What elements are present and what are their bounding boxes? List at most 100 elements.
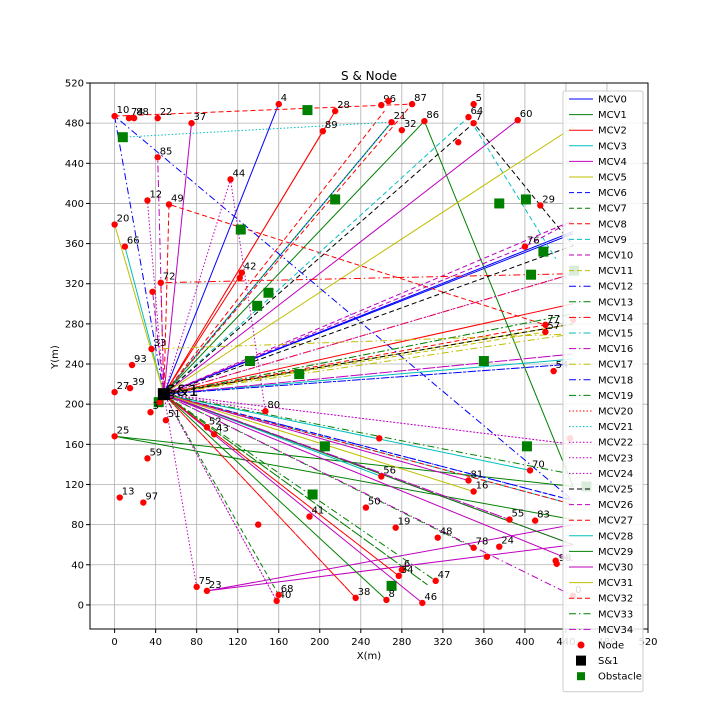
- legend-label-mcv31: MCV31: [598, 578, 633, 589]
- node-label: 66: [127, 236, 140, 247]
- series-line-mcv3: [124, 246, 574, 477]
- node-point: [125, 114, 133, 122]
- node-point: [193, 583, 200, 591]
- legend-label-mcv21: MCV21: [598, 422, 633, 433]
- node-label: 34: [401, 565, 414, 576]
- node-label: 42: [244, 262, 257, 273]
- legend-label-mcv19: MCV19: [598, 391, 633, 402]
- node-point: [550, 367, 557, 375]
- node-point: [111, 112, 118, 120]
- series-line-mcv12: [113, 114, 574, 501]
- node-point: [421, 117, 428, 125]
- node-label: 37: [194, 112, 207, 123]
- node-label: 64: [470, 106, 483, 117]
- x-tick-label: 280: [392, 637, 411, 648]
- node-point: [470, 119, 477, 127]
- node-point: [128, 361, 136, 369]
- node-label: 77: [547, 314, 560, 325]
- obstacle-marker: [252, 300, 263, 311]
- node-label: 47: [438, 570, 451, 581]
- nodes: 0345678101213161920212223242527282932333…: [111, 93, 581, 607]
- obstacle-marker: [526, 269, 537, 280]
- y-tick-label: 400: [65, 199, 84, 210]
- node-label: 38: [358, 587, 371, 598]
- node-label: 40: [279, 590, 292, 601]
- legend-label-mcv7: MCV7: [598, 204, 627, 215]
- node-label: 48: [440, 527, 453, 538]
- series-line-mcv23: [146, 200, 278, 602]
- node-label: 4: [281, 93, 287, 104]
- x-tick-label: 160: [269, 637, 288, 648]
- node-point: [111, 221, 118, 228]
- node-label: 29: [542, 194, 555, 205]
- x-tick-label: 360: [474, 637, 493, 648]
- y-tick-label: 200: [65, 400, 84, 411]
- node-point: [203, 424, 211, 431]
- node-point: [537, 202, 544, 209]
- obstacle-marker: [330, 194, 341, 205]
- y-tick-label: 40: [71, 560, 84, 571]
- node-point: [392, 524, 399, 531]
- series-line-mcv7: [163, 121, 392, 596]
- series-line-mcv32: [163, 393, 400, 577]
- legend-label-mcv6: MCV6: [598, 188, 627, 199]
- legend-box: [562, 90, 644, 693]
- node-label: 7: [476, 112, 482, 123]
- legend-label-mcv26: MCV26: [598, 500, 633, 511]
- node-point: [496, 543, 503, 550]
- legend-label-mcv2: MCV2: [598, 126, 627, 137]
- node-label: 55: [512, 509, 525, 520]
- node-label: 23: [209, 580, 222, 591]
- series-line-mcv29: [163, 393, 574, 601]
- node-point: [542, 321, 549, 329]
- node-point: [227, 176, 234, 183]
- y-tick-label: 240: [65, 360, 84, 371]
- node-point: [362, 504, 370, 511]
- legend-label-mcv18: MCV18: [598, 375, 633, 386]
- node-label: 49: [171, 193, 184, 204]
- node-label: 33: [154, 338, 167, 349]
- node-label: 10: [117, 105, 130, 116]
- node-point: [434, 534, 441, 541]
- legend-label-mcv4: MCV4: [598, 157, 627, 168]
- node-label: 13: [122, 487, 135, 498]
- obstacle-marker: [117, 132, 128, 143]
- x-tick-label: 40: [149, 637, 162, 648]
- series-line-mcv11: [114, 224, 546, 395]
- series-line-mcv4: [163, 119, 574, 592]
- x-tick-label: 400: [515, 637, 534, 648]
- y-tick-label: 0: [78, 600, 84, 611]
- legend-label-mcv1: MCV1: [598, 110, 627, 121]
- node-label: 16: [476, 480, 489, 491]
- node-point: [116, 494, 123, 501]
- x-tick-label: 520: [638, 637, 657, 648]
- node-label: 68: [281, 584, 294, 595]
- node-label: 54: [556, 360, 569, 371]
- legend-label-mcv16: MCV16: [598, 344, 633, 355]
- node-point: [470, 544, 477, 551]
- node-point: [483, 553, 491, 560]
- node-label: 3: [153, 401, 159, 412]
- node-point: [144, 197, 151, 204]
- node-point: [432, 577, 439, 585]
- node-point: [378, 101, 385, 109]
- node-point: [144, 455, 151, 462]
- legend-label-mcv11: MCV11: [598, 266, 633, 277]
- node-label: 12: [149, 189, 162, 200]
- legend-label-mcv17: MCV17: [598, 360, 633, 371]
- y-tick-label: 320: [65, 279, 84, 290]
- node-point: [154, 114, 161, 122]
- obstacle-marker: [538, 246, 549, 257]
- obstacle-marker: [245, 356, 256, 367]
- legend-label-mcv0: MCV0: [598, 95, 627, 106]
- node-point: [238, 269, 246, 276]
- node-point: [521, 243, 529, 250]
- node-point: [465, 113, 472, 121]
- node-label: 89: [325, 120, 338, 131]
- node-point: [148, 345, 155, 353]
- y-tick-label: 480: [65, 119, 84, 130]
- legend-label-mcv32: MCV32: [598, 594, 633, 605]
- node-point: [542, 328, 549, 336]
- node-label: 78: [476, 537, 489, 548]
